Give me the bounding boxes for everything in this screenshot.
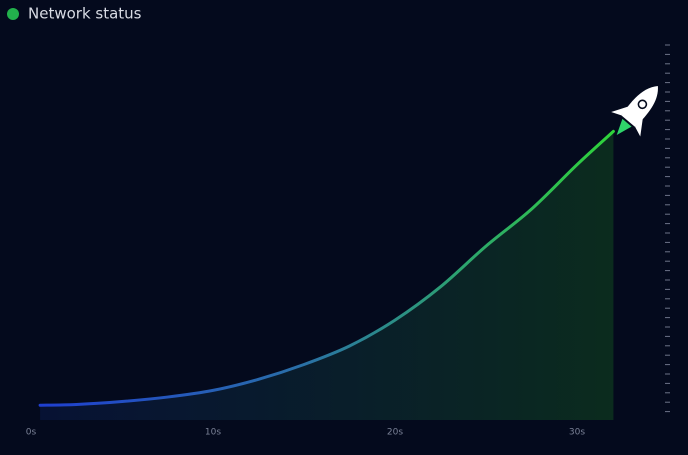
plot-area: 0s 10s 20s 30s (26, 44, 670, 438)
legend-swatch (7, 8, 19, 20)
area-fill (40, 131, 614, 420)
x-tick-label: 10s (205, 428, 221, 438)
x-tick-label: 30s (569, 428, 585, 438)
x-tick-label: 20s (387, 428, 403, 438)
line (38, 129, 615, 407)
legend-label: Network status (28, 5, 142, 23)
x-tick-label: 0s (26, 428, 37, 438)
rocket-icon (611, 85, 658, 137)
